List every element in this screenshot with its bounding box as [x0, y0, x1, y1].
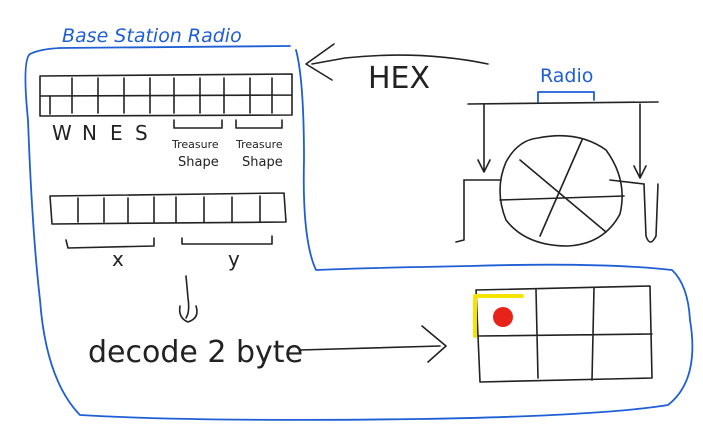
label-w: W [52, 121, 72, 145]
diagram-title: Base Station Radio [62, 25, 242, 47]
radio-left-leg [455, 179, 465, 243]
grid-cell-highlight [473, 294, 524, 338]
label-e: E [110, 121, 123, 145]
hex-label: HEX [368, 61, 430, 96]
treasure-grid [473, 285, 653, 383]
radio-right-arrow [633, 103, 647, 179]
x-label: x [112, 247, 124, 271]
radio-wheel [499, 134, 623, 247]
x-bracket [65, 237, 155, 249]
radio-left-arrow [477, 103, 491, 173]
register-bottom-cells [77, 195, 261, 223]
radio-right-leg [643, 183, 659, 243]
register-bottom [49, 192, 287, 225]
y-label: y [228, 247, 240, 271]
grid-lines [477, 287, 653, 381]
label-s: S [135, 121, 148, 145]
base-station-outline [24, 49, 694, 421]
treasure-label-1-line1: Treasure [171, 138, 219, 151]
decode-arrowhead [421, 325, 447, 363]
decode-arrow-line [299, 345, 441, 351]
down-arrow-line [185, 275, 190, 319]
radio-device [455, 101, 659, 247]
treasure-label-2-line1: Treasure [235, 138, 283, 151]
treasure-label-2-line2: Shape [242, 155, 283, 170]
treasure-bracket-2 [235, 119, 283, 129]
hex-arrow-line [311, 54, 489, 65]
radio-top-bar [467, 101, 659, 105]
treasure-label-1-line2: Shape [178, 155, 219, 170]
treasure-marker [493, 307, 513, 327]
radio-side-lines [463, 179, 645, 185]
hex-arrowhead [305, 43, 335, 81]
radio-bracket [537, 91, 595, 103]
treasure-bracket-1 [173, 119, 223, 129]
y-bracket [181, 235, 273, 245]
register-bottom-frame [49, 192, 287, 225]
register-top-frame [39, 73, 293, 117]
register-top-cells [49, 77, 273, 115]
decode-text: decode 2 byte [88, 335, 303, 370]
label-n: N [82, 121, 97, 145]
radio-label: Radio [540, 65, 593, 87]
down-arrowhead [178, 305, 198, 323]
register-top [39, 73, 293, 117]
grid-frame [475, 285, 653, 383]
title-underline [29, 45, 291, 55]
radio-wheel-spokes [499, 139, 625, 237]
